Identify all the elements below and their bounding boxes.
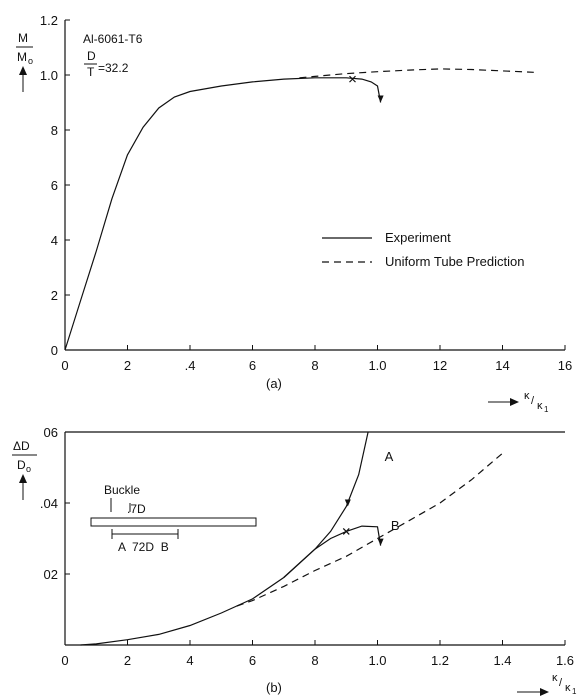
legend-label-prediction: Uniform Tube Prediction: [385, 254, 524, 269]
chart-a-ticks: 0 2 .4 6 8 1.0 12 14 16 0 2 4 6 8 1.0 1.2: [40, 13, 572, 373]
chart-b-xlabel-sub: 1: [572, 687, 577, 696]
chart-a-ytick-label-0: 0: [51, 343, 58, 358]
chart-b-arrowhead-0: [344, 499, 351, 507]
chart-b-xtick-label-0: 0: [61, 653, 68, 668]
chart-b-xlabel-arrowhead: [540, 688, 549, 696]
chart-a-xtick-label-5: 1.0: [368, 358, 386, 373]
chart-b-ytick-label-1: .04: [40, 496, 58, 511]
chart-b-xlabel: κ / κ 1: [517, 672, 577, 696]
chart-b-ylabel-arrowhead: [19, 474, 27, 483]
chart-b-ytick-label-0: 02: [44, 567, 58, 582]
chart-b-xlabel-num: κ: [552, 672, 558, 684]
chart-a-xtick-label-4: 8: [311, 358, 318, 373]
chart-b-curve-label-1: B: [391, 518, 400, 533]
chart-a-ytick-label-5: 1.0: [40, 68, 58, 83]
chart-a-ytick-label-3: 6: [51, 178, 58, 193]
legend-label-experiment: Experiment: [385, 230, 451, 245]
chart-a-xlabel-arrowhead: [510, 398, 519, 406]
chart-b-arrowhead-1: [377, 538, 384, 546]
chart-a-series-0: [64, 77, 382, 351]
chart-b-ylabel-top: ΔD: [13, 439, 30, 453]
chart-a-xlabel-den: κ: [537, 400, 543, 412]
chart-b-xtick-label-3: 6: [249, 653, 256, 668]
chart-a-xlabel-num: κ: [524, 390, 530, 402]
chart-b-xtick-label-8: 1.6: [556, 653, 574, 668]
chart-a-ytick-label-2: 4: [51, 233, 58, 248]
chart-a-series: [64, 68, 534, 351]
chart-a-xlabel: κ / κ 1: [488, 390, 549, 414]
chart-a-ylabel-sub: o: [28, 56, 33, 66]
chart-a-xtick-label-2: .4: [185, 358, 196, 373]
gap-label: .7D: [127, 502, 146, 516]
chart-a-marker-0: [349, 75, 356, 83]
chart-a-caption: (a): [266, 376, 282, 391]
chart-b-series: AB: [80, 431, 503, 646]
span-label: A 72D B: [118, 540, 169, 554]
chart-a-ylabel-top: M: [18, 31, 28, 45]
chart-a-ytick-label-6: 1.2: [40, 13, 58, 28]
chart-b-curve-label-0: A: [385, 449, 394, 464]
chart-a-xlabel-sub: 1: [544, 405, 549, 414]
chart-b-ylabel-sub: o: [26, 464, 31, 474]
chart-a-xtick-label-0: 0: [61, 358, 68, 373]
chart-a-xtick-label-6: 12: [433, 358, 447, 373]
chart-b-series-1: [283, 525, 382, 578]
chart-a: 0 2 .4 6 8 1.0 12 14 16 0 2 4 6 8 1.0 1.2 M M o Al-6061…: [16, 13, 572, 414]
chart-a-ylabel-arrowhead: [19, 66, 27, 75]
chart-b-xtick-label-7: 1.4: [493, 653, 511, 668]
legend: Experiment Uniform Tube Prediction: [322, 230, 524, 269]
ratio-value: =32.2: [98, 61, 129, 75]
chart-a-series-1: [299, 68, 534, 79]
chart-b-xtick-label-2: 4: [186, 653, 193, 668]
chart-a-xtick-label-3: 6: [249, 358, 256, 373]
chart-b-xtick-label-1: 2: [124, 653, 131, 668]
chart-b-xtick-label-6: 1.2: [431, 653, 449, 668]
chart-a-ylabel-bottom: M: [17, 50, 27, 64]
chart-a-ytick-label-4: 8: [51, 123, 58, 138]
ratio-denominator: T: [87, 65, 95, 79]
buckle-label: Buckle: [104, 483, 140, 497]
chart-a-ytick-label-1: 2: [51, 288, 58, 303]
chart-b-series-0: [80, 431, 369, 646]
chart-b-xtick-label-5: 1.0: [368, 653, 386, 668]
ratio-numerator: D: [87, 49, 96, 63]
chart-b-xlabel-den: κ: [565, 682, 571, 694]
chart-b-ylabel-bottom: D: [17, 458, 26, 472]
chart-a-xtick-label-7: 14: [495, 358, 509, 373]
chart-a-xtick-label-1: 2: [124, 358, 131, 373]
chart-a-arrowhead-0: [377, 95, 384, 103]
chart-b-xlabel-slash: /: [559, 677, 563, 689]
buckle-inset: Buckle .7D A 72D B: [90, 483, 257, 554]
chart-b-marker-0: [342, 527, 350, 535]
material-label: Al-6061-T6: [83, 32, 143, 46]
chart-b-xtick-label-4: 8: [311, 653, 318, 668]
chart-b-caption: (b): [266, 680, 282, 695]
chart-b-ytick-label-2: 06: [44, 425, 58, 440]
chart-a-xlabel-slash: /: [531, 395, 535, 407]
chart-b-series-2: [236, 452, 503, 607]
tube-specimen: [90, 517, 257, 527]
chart-a-xtick-label-8: 16: [558, 358, 572, 373]
